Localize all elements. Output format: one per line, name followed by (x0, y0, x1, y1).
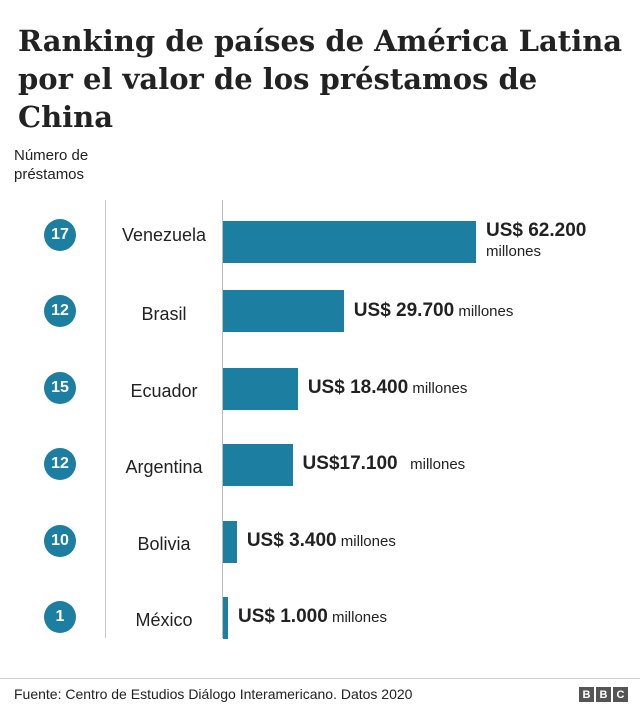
value-amount: US$ 62.200 (486, 220, 587, 241)
bbc-logo-letter: B (596, 687, 611, 702)
loan-count-badge: 12 (44, 448, 76, 481)
value-unit: millones (331, 609, 387, 626)
country-label: Venezuela (121, 225, 207, 245)
value-unit: millones (340, 532, 396, 550)
value-label: US$ 62.200 millones (486, 221, 586, 262)
loan-count-badge: 17 (44, 219, 76, 251)
value-amount: US$ 29.700 (353, 300, 455, 322)
bbc-logo: B B C (579, 687, 628, 702)
value-unit: millones (486, 243, 542, 260)
value-amount: US$ 18.400 (307, 376, 409, 398)
chart-title: Ranking de países de América Latina por … (18, 24, 623, 134)
bar (223, 444, 293, 487)
bar (223, 597, 228, 639)
country-label: Bolivia (137, 533, 191, 554)
value-unit: millones (412, 379, 468, 397)
value-label: US$ 3.400 millones (246, 529, 396, 552)
loan-count-header: Número de préstamos (14, 147, 89, 183)
chart-row: 12 Brasil US$ 29.700 millones (0, 273, 640, 349)
loan-count-badge: 12 (44, 295, 76, 328)
chart-row: 15 Ecuador US$ 18.400 millones (0, 350, 640, 426)
country-label: Ecuador (130, 380, 198, 401)
bar (223, 367, 298, 410)
country-label: Brasil (141, 304, 187, 325)
bar (223, 520, 237, 563)
value-amount: US$ 1.000 (238, 606, 328, 627)
chart-row: 1 México US$ 1.000 millones (0, 579, 640, 655)
bar (223, 290, 344, 333)
bbc-logo-letter: C (613, 687, 628, 702)
loan-count-badge: 10 (44, 524, 76, 557)
chart-row: 17 Venezuela US$ 62.200 millones (0, 197, 640, 273)
country-label: Argentina (125, 457, 203, 478)
value-unit: millones (410, 456, 466, 474)
loan-count-badge: 15 (44, 371, 76, 404)
chart-row: 10 Bolivia US$ 3.400 millones (0, 503, 640, 579)
footer-divider (0, 678, 640, 679)
value-unit: millones (458, 303, 514, 321)
bbc-logo-letter: B (579, 687, 594, 702)
bar-axis (222, 200, 223, 638)
column-divider (105, 200, 106, 638)
value-amount: US$ 3.400 (246, 529, 337, 551)
bar (223, 221, 476, 263)
value-amount: US$17.100 (302, 453, 398, 475)
chart-row: 12 Argentina US$17.100 millones (0, 426, 640, 502)
value-label: US$ 1.000 millones (238, 607, 387, 628)
value-label: US$ 18.400 millones (307, 376, 468, 399)
value-label: US$ 29.700 millones (354, 301, 514, 322)
value-label: US$17.100 millones (303, 454, 466, 475)
country-label: México (135, 610, 193, 630)
loan-count-badge: 1 (44, 601, 76, 633)
source-note: Fuente: Centro de Estudios Diálogo Inter… (14, 686, 413, 702)
